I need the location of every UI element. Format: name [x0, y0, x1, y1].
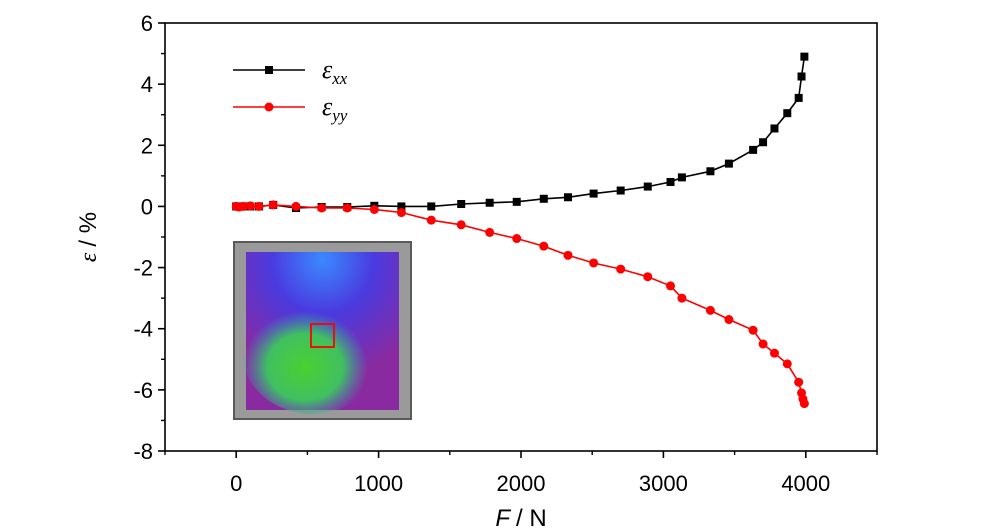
- x-tick-label: 0: [230, 471, 242, 496]
- data-point-xx: [800, 52, 809, 61]
- data-point-yy: [342, 203, 352, 213]
- axes: 0 1000 2000 3000 4000 6 4 2 0 -2 -4 -6 -8: [133, 11, 878, 496]
- y-axis-var: ε: [76, 252, 102, 262]
- data-point-yy: [616, 264, 626, 274]
- data-point-xx: [457, 199, 466, 208]
- data-point-yy: [782, 359, 792, 369]
- data-point-yy: [769, 348, 779, 358]
- y-axis-title: ε / %: [75, 212, 102, 262]
- data-point-yy: [456, 220, 466, 230]
- data-point-xx: [512, 197, 521, 206]
- data-point-xx: [724, 159, 733, 168]
- data-point-xx: [643, 182, 652, 191]
- data-point-yy: [589, 258, 599, 268]
- data-point-yy: [724, 315, 734, 325]
- x-tick-label: 4000: [781, 471, 830, 496]
- data-point-yy: [799, 399, 809, 409]
- data-point-xx: [759, 138, 768, 147]
- data-point-xx: [539, 194, 548, 203]
- data-point-xx: [397, 202, 406, 211]
- y-tick-label: -2: [133, 256, 153, 281]
- x-axis-var: F: [495, 505, 511, 532]
- data-point-yy: [245, 201, 255, 211]
- x-tick-label: 3000: [639, 471, 688, 496]
- data-point-yy: [369, 204, 379, 214]
- data-point-yy: [254, 201, 264, 211]
- series-xx: [232, 52, 809, 212]
- data-point-xx: [589, 189, 598, 198]
- data-point-yy: [643, 272, 653, 282]
- data-point-yy: [426, 215, 436, 225]
- x-tick-label: 1000: [354, 471, 403, 496]
- inset-strain-map: [233, 241, 412, 420]
- series-layer: [231, 52, 809, 409]
- data-point-yy: [512, 234, 522, 244]
- data-point-xx: [706, 167, 715, 176]
- data-point-yy: [705, 305, 715, 315]
- data-point-yy: [794, 377, 804, 387]
- x-axis-unit: / N: [516, 505, 547, 532]
- legend-marker-yy: [264, 102, 274, 112]
- y-tick-label: 6: [141, 11, 153, 36]
- inset-field-bottom-right: [356, 372, 410, 418]
- data-point-yy: [563, 250, 573, 260]
- data-point-xx: [677, 173, 686, 182]
- y-tick-label: 4: [141, 72, 153, 97]
- y-tick-label: -4: [133, 317, 153, 342]
- data-point-xx: [427, 202, 436, 211]
- data-point-yy: [396, 208, 406, 218]
- inset-marker-box: [310, 323, 335, 348]
- legend-label-yy-main: ε: [322, 92, 333, 121]
- legend-label-xx: εxx: [322, 55, 348, 88]
- data-point-yy: [485, 227, 495, 237]
- data-point-yy: [677, 293, 687, 303]
- data-point-xx: [666, 177, 675, 186]
- data-point-xx: [749, 145, 758, 154]
- series-yy: [231, 200, 809, 409]
- data-point-yy: [317, 203, 327, 213]
- data-point-xx: [616, 186, 625, 195]
- legend-label-xx-sub: xx: [331, 69, 348, 88]
- legend-label-xx-main: ε: [322, 55, 333, 84]
- inset-field-bottom-left: [235, 356, 317, 418]
- y-tick-label: 0: [141, 194, 153, 219]
- x-axis-title: F / N: [495, 505, 546, 532]
- y-tick-label: -8: [133, 439, 153, 464]
- data-point-xx: [563, 193, 572, 202]
- y-tick-label: -6: [133, 378, 153, 403]
- data-point-yy: [268, 200, 278, 210]
- legend: εxx εyy: [233, 55, 348, 125]
- data-point-yy: [666, 281, 676, 291]
- data-point-xx: [797, 72, 806, 81]
- data-point-yy: [539, 241, 549, 251]
- y-tick-label: 2: [141, 133, 153, 158]
- data-point-xx: [794, 93, 803, 102]
- legend-marker-xx: [265, 66, 273, 74]
- x-tick-label: 2000: [497, 471, 546, 496]
- data-point-yy: [748, 325, 758, 335]
- data-point-xx: [485, 198, 494, 207]
- legend-label-yy-sub: yy: [330, 106, 348, 125]
- data-point-yy: [758, 339, 768, 349]
- y-axis-unit: / %: [75, 212, 102, 247]
- data-point-xx: [783, 109, 792, 118]
- data-point-yy: [291, 201, 301, 211]
- legend-label-yy: εyy: [322, 92, 348, 125]
- data-point-yy: [238, 201, 248, 211]
- data-point-xx: [770, 124, 779, 133]
